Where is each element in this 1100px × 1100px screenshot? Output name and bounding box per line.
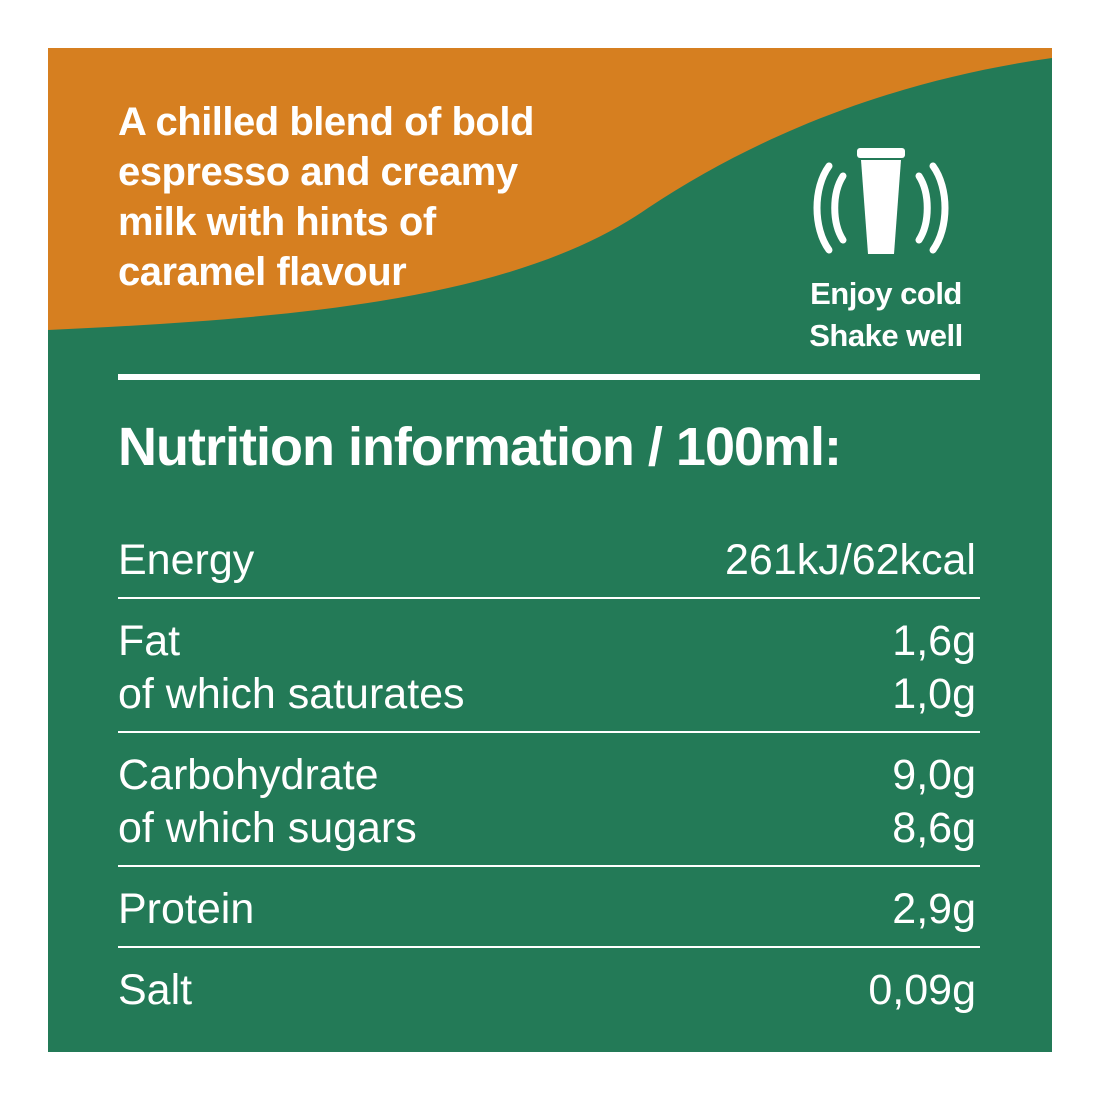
- nutrition-title: Nutrition information / 100ml:: [118, 417, 842, 477]
- nutrition-row: Protein 2,9g: [118, 883, 976, 935]
- nutrient-name: Salt: [118, 966, 193, 1014]
- background-art: [48, 48, 1052, 330]
- nutrient-value: 261kJ/62kcal: [725, 536, 976, 584]
- nutrient-name: Carbohydrate: [118, 751, 379, 799]
- row-separator: [118, 597, 980, 599]
- orange-wave: [48, 48, 1052, 330]
- row-separator: [118, 731, 980, 733]
- nutrition-row: Carbohydrate 9,0g: [118, 749, 976, 801]
- instruction-line: Shake well: [809, 318, 963, 353]
- nutrient-name: of which saturates: [118, 670, 465, 718]
- nutrient-name: Fat: [118, 617, 181, 665]
- nutrient-value: 8,6g: [892, 804, 976, 852]
- nutrient-value: 1,6g: [892, 617, 976, 665]
- nutrition-row: Fat 1,6g: [118, 615, 976, 667]
- nutrient-value: 9,0g: [892, 751, 976, 799]
- divider: [118, 374, 980, 380]
- nutrient-value: 0,09g: [868, 966, 976, 1014]
- description-line: milk with hints of: [118, 200, 436, 244]
- nutrition-row: Energy 261kJ/62kcal: [118, 534, 976, 586]
- nutrition-row: Salt 0,09g: [118, 964, 976, 1016]
- label-panel: A chilled blend of bold espresso and crea…: [48, 48, 1052, 1052]
- nutrient-name: Energy: [118, 536, 255, 584]
- row-separator: [118, 865, 980, 867]
- nutrition-row: of which sugars 8,6g: [118, 802, 976, 854]
- description-line: espresso and creamy: [118, 150, 518, 194]
- shake-icon: [813, 148, 949, 254]
- nutrient-value: 2,9g: [892, 885, 976, 933]
- description-line: caramel flavour: [118, 250, 407, 294]
- nutrient-name: of which sugars: [118, 804, 417, 852]
- instruction-line: Enjoy cold: [810, 276, 962, 311]
- description-line: A chilled blend of bold: [118, 100, 534, 144]
- nutrition-row: of which saturates 1,0g: [118, 668, 976, 720]
- nutrient-value: 1,0g: [892, 670, 976, 718]
- nutrient-name: Protein: [118, 885, 255, 933]
- row-separator: [118, 946, 980, 948]
